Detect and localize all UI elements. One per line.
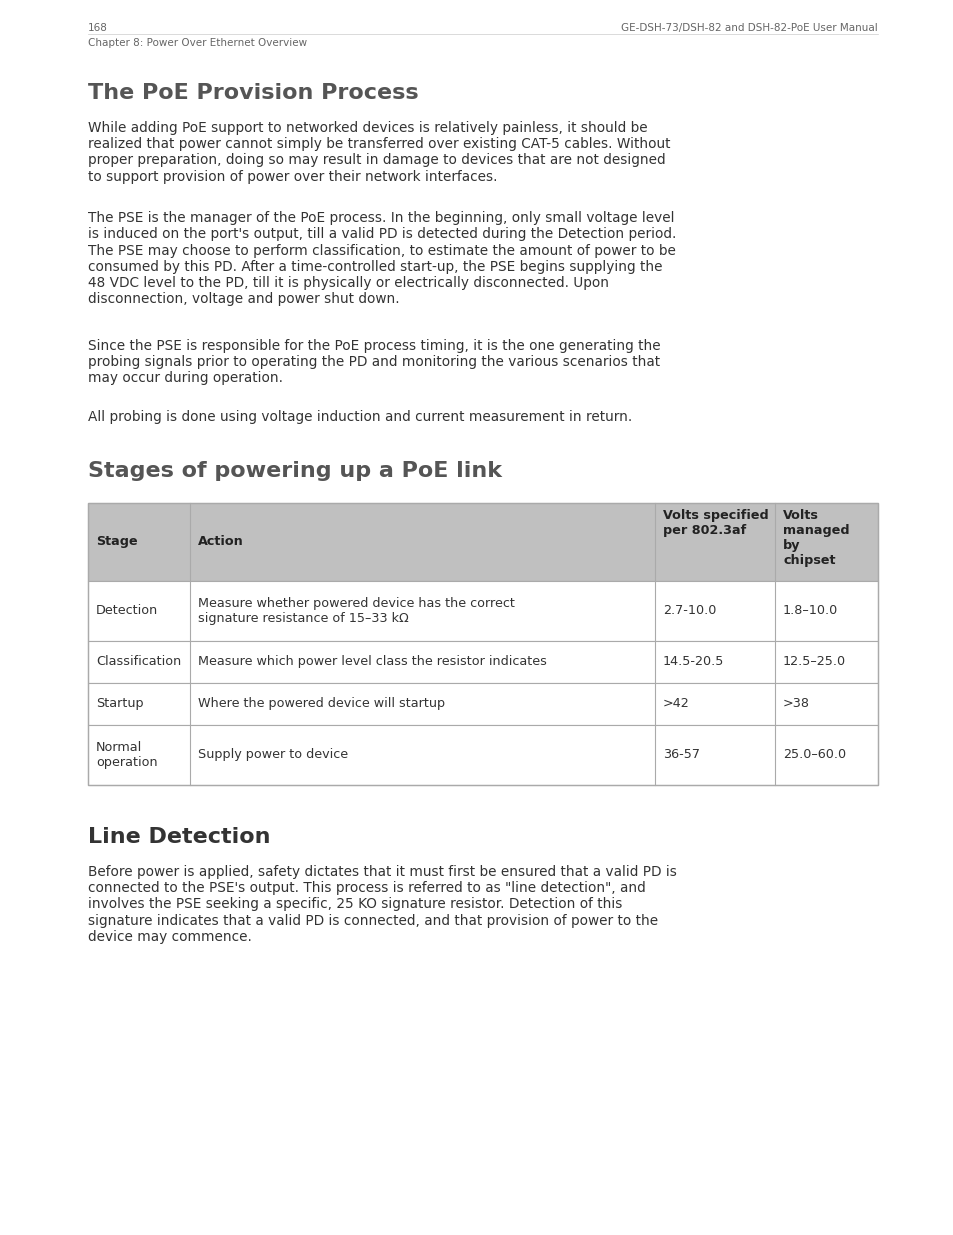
Bar bbox=[88, 641, 877, 683]
Text: Measure which power level class the resistor indicates: Measure which power level class the resi… bbox=[198, 656, 546, 668]
Text: While adding PoE support to networked devices is relatively painless, it should : While adding PoE support to networked de… bbox=[88, 121, 670, 184]
Bar bbox=[88, 683, 877, 725]
Text: 25.0–60.0: 25.0–60.0 bbox=[782, 748, 845, 762]
Text: The PSE is the manager of the PoE process. In the beginning, only small voltage : The PSE is the manager of the PoE proces… bbox=[88, 211, 676, 306]
Text: Startup: Startup bbox=[96, 698, 144, 710]
Text: Supply power to device: Supply power to device bbox=[198, 748, 348, 762]
Text: Before power is applied, safety dictates that it must first be ensured that a va: Before power is applied, safety dictates… bbox=[88, 864, 677, 944]
Text: 168: 168 bbox=[88, 23, 108, 33]
Text: 12.5–25.0: 12.5–25.0 bbox=[782, 656, 845, 668]
Text: 14.5-20.5: 14.5-20.5 bbox=[662, 656, 723, 668]
Text: >42: >42 bbox=[662, 698, 689, 710]
Bar bbox=[88, 580, 877, 641]
Text: Measure whether powered device has the correct
signature resistance of 15–33 kΩ: Measure whether powered device has the c… bbox=[198, 597, 515, 625]
Text: Line Detection: Line Detection bbox=[88, 827, 271, 847]
Text: Volts specified
per 802.3af: Volts specified per 802.3af bbox=[662, 509, 768, 537]
Text: Detection: Detection bbox=[96, 604, 158, 618]
Text: Stages of powering up a PoE link: Stages of powering up a PoE link bbox=[88, 461, 501, 480]
Text: The PoE Provision Process: The PoE Provision Process bbox=[88, 83, 418, 103]
Bar bbox=[88, 503, 877, 580]
Bar bbox=[88, 725, 877, 785]
Text: 36-57: 36-57 bbox=[662, 748, 700, 762]
Text: Chapter 8: Power Over Ethernet Overview: Chapter 8: Power Over Ethernet Overview bbox=[88, 38, 307, 48]
Text: 1.8–10.0: 1.8–10.0 bbox=[782, 604, 838, 618]
Text: Since the PSE is responsible for the PoE process timing, it is the one generatin: Since the PSE is responsible for the PoE… bbox=[88, 338, 659, 385]
Text: Action: Action bbox=[198, 536, 244, 548]
Text: Volts
managed
by
chipset: Volts managed by chipset bbox=[782, 509, 849, 567]
Text: All probing is done using voltage induction and current measurement in return.: All probing is done using voltage induct… bbox=[88, 410, 632, 424]
Text: Normal
operation: Normal operation bbox=[96, 741, 157, 769]
Text: GE-DSH-73/DSH-82 and DSH-82-PoE User Manual: GE-DSH-73/DSH-82 and DSH-82-PoE User Man… bbox=[620, 23, 877, 33]
Text: Stage: Stage bbox=[96, 536, 137, 548]
Text: Where the powered device will startup: Where the powered device will startup bbox=[198, 698, 445, 710]
Text: Classification: Classification bbox=[96, 656, 181, 668]
Bar bbox=[88, 503, 877, 785]
Text: 2.7-10.0: 2.7-10.0 bbox=[662, 604, 716, 618]
Text: >38: >38 bbox=[782, 698, 809, 710]
